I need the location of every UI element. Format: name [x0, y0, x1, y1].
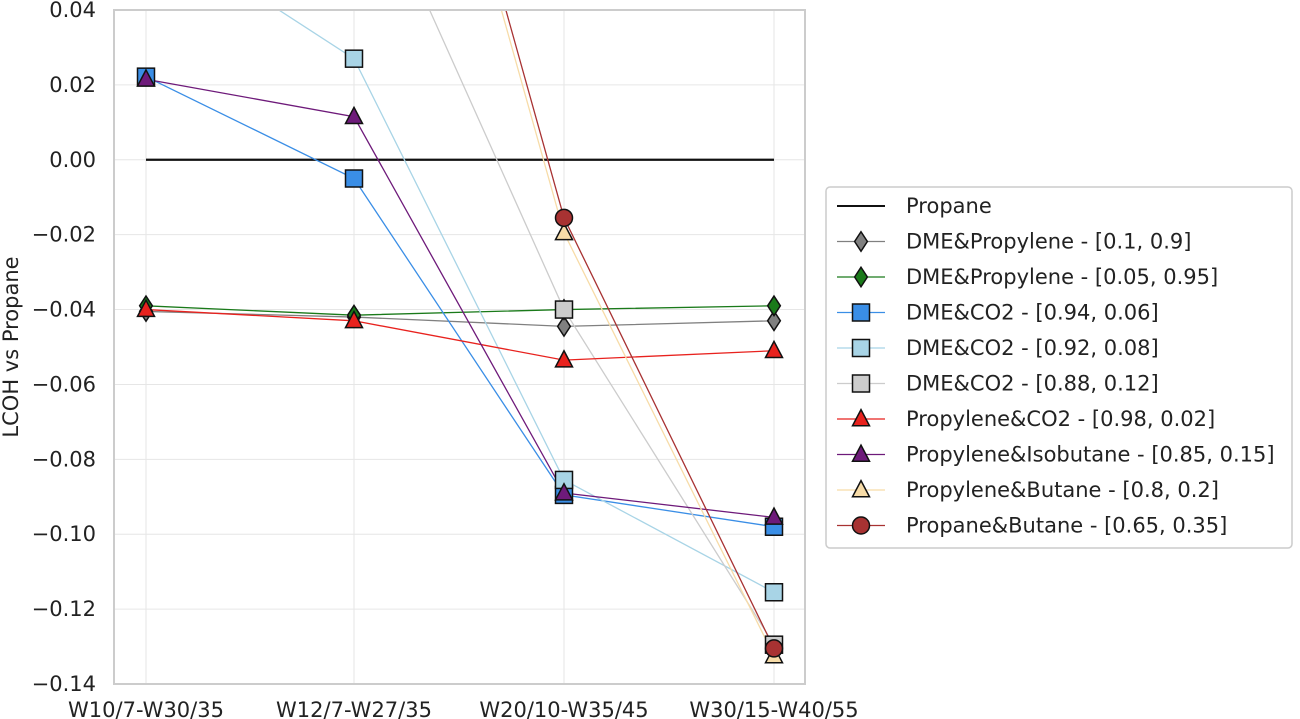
y-tick-label: 0.04: [49, 0, 96, 22]
legend-marker: [851, 479, 871, 498]
data-point: [766, 294, 782, 317]
y-tick-label: 0.00: [49, 148, 96, 172]
legend-label: DME&CO2 - [0.94, 0.06]: [906, 301, 1159, 325]
data-point: [136, 298, 156, 318]
data-point: [554, 300, 574, 319]
series-line: [145, 76, 775, 528]
data-point: [766, 309, 782, 332]
legend: Propane DME&Propylene - [0.1, 0.9] DME&Pro…: [825, 186, 1293, 549]
data-point: [344, 169, 364, 188]
y-tick-label: −0.10: [32, 522, 96, 546]
legend-marker: [851, 374, 871, 393]
x-tick-label: W12/7-W27/35: [276, 698, 432, 719]
series-line: [145, 78, 775, 519]
x-tick-label: W20/10-W35/45: [479, 698, 648, 719]
y-tick-label: 0.02: [49, 73, 96, 97]
series-line: [277, 10, 775, 593]
legend-marker: [851, 516, 871, 535]
series-line: [145, 310, 775, 328]
series-line: [428, 10, 775, 646]
y-axis-label: LCOH vs Propane: [0, 256, 23, 437]
data-point: [556, 315, 572, 338]
plot-background: [114, 10, 805, 684]
y-tick-label: −0.14: [32, 672, 96, 696]
series-lines: [145, 10, 775, 657]
y-tick-label: −0.08: [32, 447, 96, 471]
legend-marker: [851, 443, 871, 463]
data-point: [764, 583, 784, 602]
series-markers: [136, 49, 784, 664]
legend-label: Propylene&Isobutane - [0.85, 0.15]: [906, 443, 1275, 467]
y-tick-label: −0.04: [32, 298, 96, 322]
series-line: [500, 10, 775, 657]
x-tick-label: W10/7-W30/35: [68, 698, 224, 719]
data-point: [554, 482, 574, 501]
x-tick-label: W30/15-W40/55: [689, 698, 858, 719]
y-tick-label: −0.02: [32, 223, 96, 247]
legend-marker: [851, 303, 871, 322]
data-point: [764, 639, 784, 658]
series-line: [145, 305, 775, 316]
legend-label: DME&CO2 - [0.88, 0.12]: [906, 372, 1159, 396]
y-tick-label: −0.06: [32, 372, 96, 396]
x-axis-ticks: W10/7-W30/35 W12/7-W27/35 W20/10-W35/45 W30…: [68, 698, 859, 719]
data-point: [764, 339, 784, 359]
data-point: [554, 221, 574, 241]
data-point: [764, 506, 784, 525]
data-point: [344, 105, 364, 125]
data-point: [554, 208, 574, 228]
legend-label: Propylene&CO2 - [0.98, 0.02]: [906, 407, 1215, 431]
y-tick-label: −0.12: [32, 597, 96, 621]
legend-marker: [853, 230, 869, 253]
legend-label: DME&Propylene - [0.1, 0.9]: [906, 230, 1191, 254]
legend-marker: [853, 265, 869, 289]
legend-label: Propylene&Butane - [0.8, 0.2]: [906, 478, 1219, 502]
plot-frame: [113, 9, 806, 685]
data-point: [344, 309, 364, 329]
series-line: [145, 308, 775, 361]
legend-frame: [825, 186, 1293, 549]
legend-label: Propane&Butane - [0.65, 0.35]: [906, 514, 1227, 538]
data-point: [136, 68, 156, 87]
series-line: [505, 10, 775, 649]
legend-label: Propane: [906, 194, 992, 218]
y-axis-ticks: 0.04 0.02 0.00 −0.02 −0.04 −0.06 −0.08 −0.10 −0.…: [32, 0, 96, 696]
legend-marker: [851, 338, 871, 358]
data-point: [344, 49, 364, 68]
legend-label: DME&CO2 - [0.92, 0.08]: [906, 336, 1159, 360]
data-point: [554, 349, 574, 368]
legend-label: DME&Propylene - [0.05, 0.95]: [906, 265, 1218, 289]
legend-marker: [851, 408, 871, 427]
